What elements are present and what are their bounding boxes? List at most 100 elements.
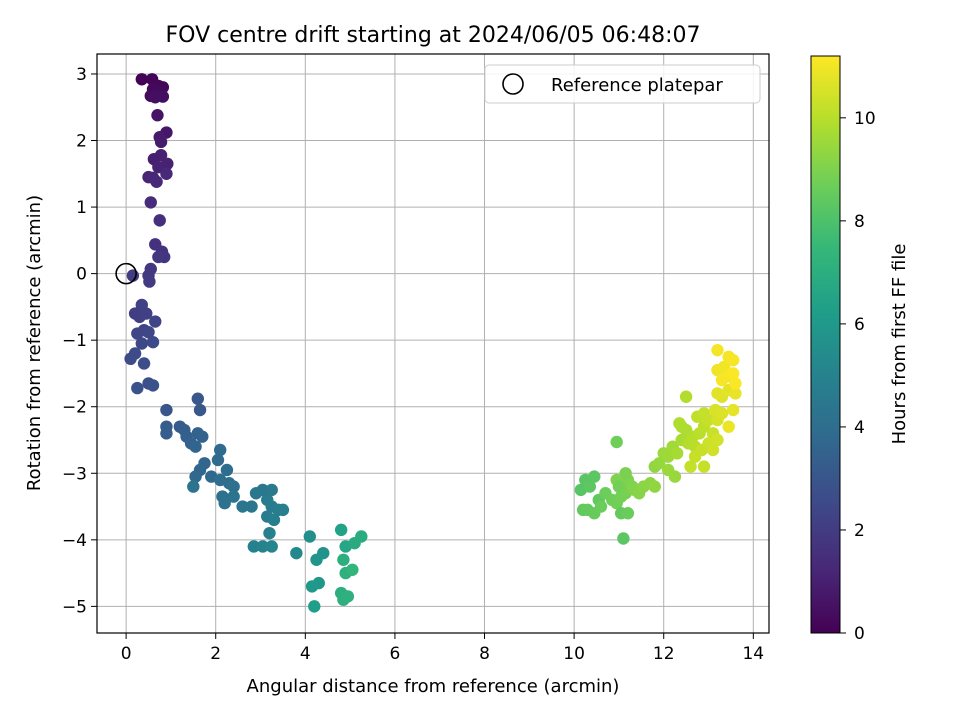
- data-point: [160, 167, 173, 180]
- y-tick-label: 0: [76, 265, 87, 285]
- colorbar-tick-label: 4: [854, 418, 865, 438]
- data-point: [706, 443, 720, 457]
- x-tick-label: 10: [563, 644, 585, 664]
- data-point: [135, 298, 148, 312]
- data-point: [137, 357, 151, 370]
- data-point: [189, 440, 202, 453]
- legend: Reference platepar: [484, 64, 761, 104]
- y-tick-label: −3: [62, 464, 87, 484]
- colorbar-tick-label: 2: [854, 521, 865, 541]
- x-tick-label: 8: [479, 644, 490, 664]
- data-point: [726, 367, 740, 380]
- data-point: [679, 390, 693, 403]
- data-point: [267, 513, 281, 527]
- data-point: [305, 580, 319, 593]
- data-point: [715, 407, 729, 420]
- data-point: [150, 175, 163, 188]
- data-point: [227, 480, 240, 493]
- data-point: [290, 546, 303, 560]
- grid-lines: [97, 54, 769, 633]
- data-point: [149, 315, 162, 328]
- colorbar-ticks: 0 2 4 6 8 10: [840, 109, 876, 644]
- data-point: [153, 214, 166, 227]
- data-point: [711, 343, 724, 357]
- data-point: [135, 73, 148, 86]
- y-tick-label: −4: [62, 531, 87, 551]
- x-tick-label: 0: [121, 644, 132, 664]
- data-point: [346, 563, 359, 576]
- data-point: [154, 148, 168, 162]
- y-axis-label: Rotation from reference (arcmin): [24, 195, 45, 491]
- x-tick-label: 12: [653, 644, 675, 664]
- data-point: [146, 335, 160, 349]
- x-tick-label: 2: [210, 644, 221, 664]
- data-point: [341, 590, 355, 603]
- data-point: [726, 353, 740, 367]
- data-point: [668, 470, 682, 483]
- data-point: [191, 392, 204, 405]
- x-tick-label: 6: [390, 644, 401, 664]
- reference-platepar-marker: [115, 262, 137, 285]
- data-point: [154, 135, 168, 149]
- data-point: [334, 523, 348, 537]
- data-point: [265, 540, 278, 553]
- colorbar-tick-label: 8: [854, 212, 865, 232]
- data-point: [142, 325, 155, 339]
- data-point: [144, 196, 157, 209]
- data-point: [670, 447, 684, 460]
- legend-box: [484, 64, 761, 104]
- data-point: [610, 435, 623, 449]
- data-point: [256, 483, 269, 497]
- colorbar-tick-label: 6: [854, 315, 865, 335]
- data-point: [227, 490, 240, 503]
- data-point: [211, 453, 225, 467]
- data-point: [124, 352, 137, 366]
- data-point: [588, 470, 601, 483]
- data-point: [715, 373, 729, 387]
- y-tick-label: −2: [62, 398, 87, 418]
- data-point: [236, 500, 249, 513]
- legend-marker-icon: [502, 73, 524, 95]
- data-point: [265, 483, 278, 497]
- data-point: [308, 600, 321, 613]
- legend-entry-reference-platepar: Reference platepar: [551, 75, 723, 96]
- data-point: [263, 526, 276, 540]
- data-point: [619, 467, 632, 480]
- data-point: [648, 480, 661, 493]
- data-point: [131, 327, 144, 340]
- data-point: [675, 420, 688, 433]
- y-tick-label: 2: [76, 132, 87, 152]
- data-point: [151, 109, 164, 122]
- data-point: [187, 480, 200, 493]
- y-tick-label: −1: [62, 331, 87, 351]
- data-point: [729, 387, 742, 400]
- data-point: [729, 377, 742, 390]
- data-point: [617, 532, 630, 545]
- y-axis-ticks: 3 2 1 0 −1 −2 −3 −4 −5: [62, 65, 97, 617]
- colorbar-label: Hours from first FF file: [889, 244, 910, 445]
- data-point: [711, 387, 724, 400]
- data-point: [612, 480, 626, 493]
- x-axis-label: Angular distance from reference (arcmin): [247, 676, 620, 697]
- data-point: [688, 450, 702, 463]
- x-tick-label: 14: [742, 644, 764, 664]
- data-point: [310, 553, 323, 566]
- data-point: [160, 403, 173, 417]
- data-point: [711, 433, 724, 447]
- y-tick-label: −5: [62, 597, 87, 617]
- colorbar-gradient: [810, 55, 841, 634]
- x-tick-label: 4: [300, 644, 311, 664]
- data-point: [718, 360, 731, 373]
- data-point: [684, 460, 697, 473]
- data-point: [303, 530, 316, 543]
- data-point: [152, 250, 165, 264]
- colorbar: 0 2 4 6 8 10 Hours from first FF file: [810, 55, 910, 644]
- data-point: [143, 275, 156, 288]
- data-point: [247, 540, 260, 553]
- data-point: [697, 460, 711, 473]
- data-point: [220, 463, 234, 477]
- data-point: [245, 500, 258, 513]
- data-point: [337, 553, 350, 566]
- data-point: [214, 443, 227, 457]
